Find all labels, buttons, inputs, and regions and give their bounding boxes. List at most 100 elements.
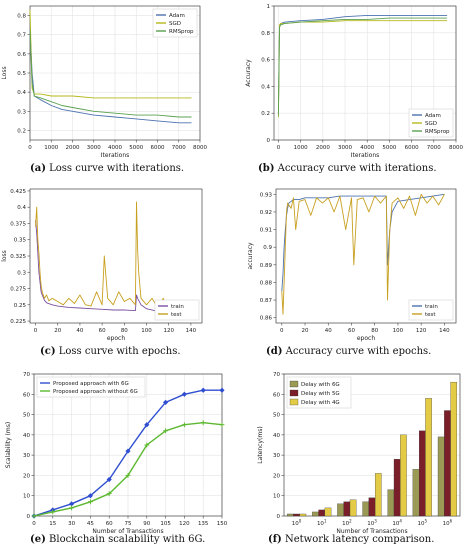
x-tick-label: 0 xyxy=(32,521,36,527)
bar xyxy=(393,459,401,517)
bar xyxy=(362,501,370,517)
series-line-train xyxy=(35,220,191,315)
y-tick-label: 0.86 xyxy=(260,316,273,322)
legend-label: Proposed approach with 6G xyxy=(53,381,129,387)
y-tick-label: 50 xyxy=(273,413,280,419)
x-tick-label: 75 xyxy=(125,521,132,527)
x-tick-label: 2000 xyxy=(316,145,330,151)
x-tick-label: 80 xyxy=(371,328,378,334)
y-tick-label: 0.425 xyxy=(10,189,26,195)
x-tick-label: 6000 xyxy=(151,145,165,151)
x-tick-label: 30 xyxy=(68,521,75,527)
data-point xyxy=(200,387,206,393)
panel-a: 0 1000 2000 3000 4000 5000 6000 7000 8000 0.2 0.3 0… xyxy=(0,0,233,180)
y-tick-label: 0.92 xyxy=(260,210,272,216)
x-tick-label: 40 xyxy=(76,328,83,334)
data-point xyxy=(219,387,225,393)
bar xyxy=(293,513,300,517)
y-tick-label: 0.325 xyxy=(10,254,26,260)
x-axis-label: epoch xyxy=(357,335,375,342)
y-tick-label: 70 xyxy=(23,372,30,378)
data-point xyxy=(106,491,112,497)
y-tick-label: 70 xyxy=(273,372,280,378)
data-point xyxy=(181,391,187,397)
y-axis-label: loss xyxy=(1,250,8,262)
data-point xyxy=(31,513,37,519)
y-tick-label: 1 xyxy=(267,4,271,10)
plot-a: 0 1000 2000 3000 4000 5000 6000 7000 8000 0.2 0.3 0… xyxy=(1,5,207,159)
y-tick-label: 0.8 xyxy=(261,31,270,37)
x-tick-label: 20 xyxy=(302,328,309,334)
panel-c: 0 20 40 60 80 100 120 140 0.225 0.25 0.275 0.3 0.325… xyxy=(0,183,233,363)
x-tick-label: 100 xyxy=(292,519,302,528)
plot-d: 0 20 40 60 80 100 120 140 0.86 0.87 0.88 0.89 0.9 0.9… xyxy=(247,188,457,342)
x-tick-label: 140 xyxy=(186,328,197,334)
bar xyxy=(324,507,332,517)
x-tick-label: 0 xyxy=(28,145,32,151)
caption-c-text: Loss curve with epochs. xyxy=(58,346,181,357)
legend-label: SGD xyxy=(169,21,181,27)
y-tick-label: 0.88 xyxy=(260,280,273,286)
caption-f: (f) Network latency comparison. xyxy=(268,534,434,545)
caption-d-text: Accuracy curve with epochs. xyxy=(285,346,432,357)
x-tick-label: 100 xyxy=(141,328,152,334)
x-tick-label: 106 xyxy=(443,519,453,528)
legend-box xyxy=(408,299,454,321)
legend-label: SGD xyxy=(425,121,437,127)
bar xyxy=(368,497,376,517)
legend-a: Adam SGD RMSprop xyxy=(152,8,198,38)
legend-label: test xyxy=(425,312,436,318)
bar xyxy=(387,489,395,517)
data-point xyxy=(69,505,74,511)
x-tick-label: 4000 xyxy=(360,145,374,151)
x-tick-label: 80 xyxy=(121,328,128,334)
legend-label: Adam xyxy=(169,13,185,19)
y-tick-label: 0.8 xyxy=(17,14,26,20)
x-tick-label: 1000 xyxy=(294,145,308,151)
bar xyxy=(444,410,451,517)
caption-e-tag: (e) xyxy=(30,534,46,545)
y-axis-label: Loss xyxy=(1,66,8,79)
y-tick-label: 20 xyxy=(273,473,280,479)
x-tick-label: 0 xyxy=(280,328,284,334)
series-line-sgd xyxy=(277,20,448,118)
x-axis-label: Iterations xyxy=(101,152,130,159)
x-tick-label: 60 xyxy=(348,328,355,334)
y-tick-label: 0.87 xyxy=(260,298,273,304)
y-tick-label: 0 xyxy=(267,138,271,144)
y-axis-label: accuracy xyxy=(247,242,254,270)
data-point xyxy=(182,422,187,428)
x-tick-label: 1000 xyxy=(44,145,58,151)
series-line-test xyxy=(35,201,192,312)
caption-b-text: Accuracy curve with iterations. xyxy=(277,163,437,174)
data-point xyxy=(87,493,93,499)
x-tick-label: 150 xyxy=(217,521,228,527)
legend-label: RMSprop xyxy=(169,29,194,35)
x-tick-label: 120 xyxy=(163,328,174,334)
x-tick-label: 103 xyxy=(367,519,377,528)
series-line-adam xyxy=(29,28,192,124)
legend-label: train xyxy=(425,304,438,310)
bar xyxy=(418,430,426,517)
x-tick-label: 60 xyxy=(106,521,113,527)
caption-f-text: Network latency comparison. xyxy=(284,534,435,545)
x-axis-label: Number of Transactions xyxy=(92,528,163,535)
x-tick-label: 20 xyxy=(54,328,61,334)
caption-b: (b) Accuracy curve with iterations. xyxy=(258,163,437,174)
y-tick-label: 0.4 xyxy=(17,90,26,96)
panel-b: 0 1000 2000 3000 4000 5000 6000 7000 8000 0 0.2 0.4… xyxy=(234,0,467,180)
caption-c: (c) Loss curve with epochs. xyxy=(40,346,181,357)
caption-d-tag: (d) xyxy=(266,346,283,357)
legend-d: train test xyxy=(408,299,454,321)
x-tick-label: 7000 xyxy=(427,145,441,151)
y-tick-label: 0.375 xyxy=(10,221,26,227)
caption-a: (a) Loss curve with iterations. xyxy=(30,163,184,174)
y-tick-label: 0.9 xyxy=(263,245,272,251)
x-tick-label: 4000 xyxy=(108,145,122,151)
bar xyxy=(450,381,458,517)
caption-b-tag: (b) xyxy=(258,163,275,174)
legend-swatch xyxy=(289,398,299,406)
legend-box xyxy=(36,376,146,398)
x-tick-label: 40 xyxy=(325,328,332,334)
x-tick-label: 90 xyxy=(143,521,150,527)
